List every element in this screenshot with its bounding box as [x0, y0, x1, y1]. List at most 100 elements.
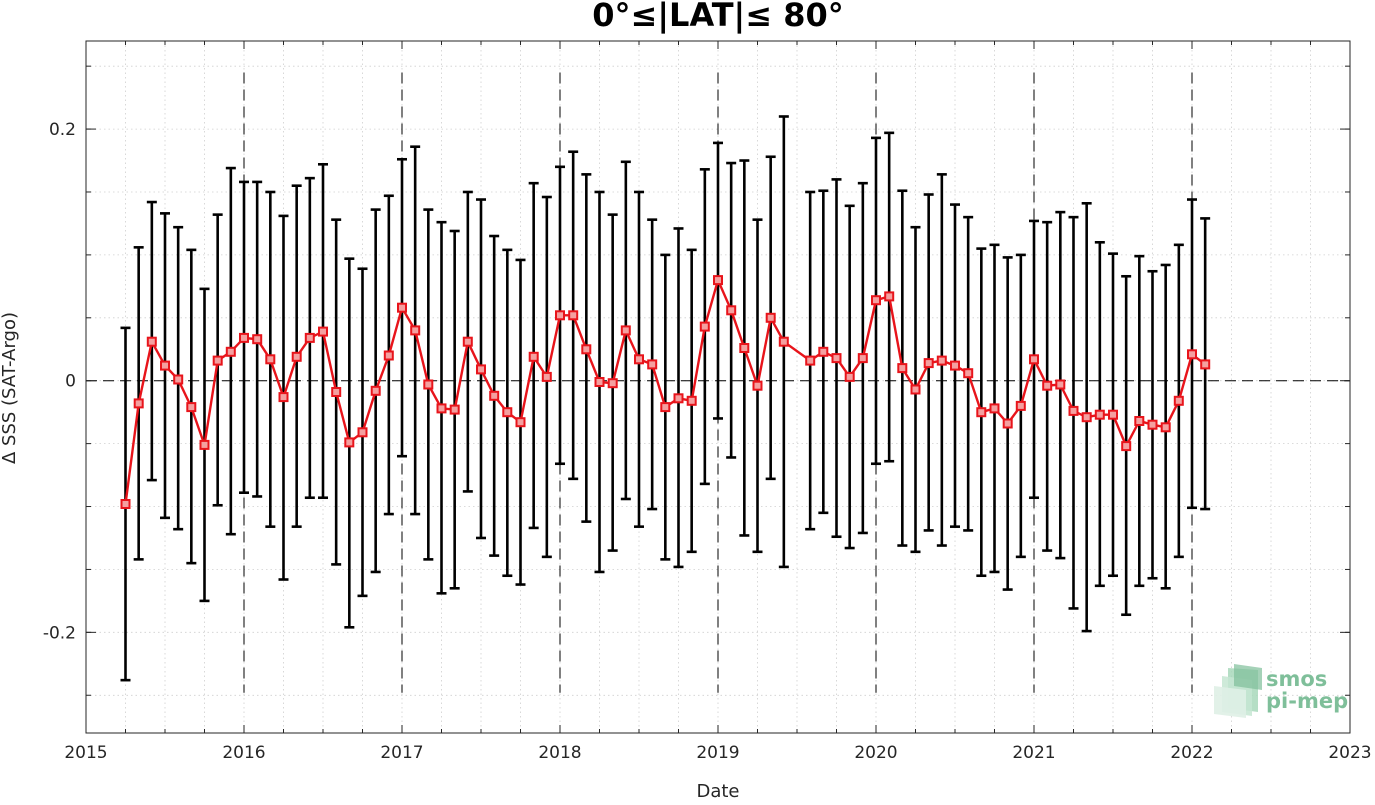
- data-point: [410, 325, 421, 336]
- y-axis-label: Δ SSS (SAT-Argo): [0, 312, 20, 464]
- data-point: [936, 355, 947, 366]
- data-point: [673, 393, 684, 404]
- x-tick-label: 2023: [1328, 743, 1371, 763]
- data-point: [1055, 379, 1066, 390]
- y-tick-label: 0: [65, 372, 76, 392]
- data-point: [555, 310, 565, 321]
- data-point: [1068, 405, 1079, 416]
- data-point: [699, 321, 710, 332]
- x-tick-label: 2018: [538, 743, 581, 763]
- x-tick-label: 2017: [380, 743, 423, 763]
- x-tick-label: 2016: [222, 743, 265, 763]
- data-point: [1015, 400, 1026, 411]
- data-point: [528, 351, 539, 362]
- data-point: [397, 302, 407, 313]
- data-point: [1081, 412, 1092, 423]
- series-path: [124, 278, 1206, 505]
- data-point: [344, 437, 355, 448]
- data-point: [976, 407, 987, 418]
- data-point: [1108, 409, 1118, 420]
- data-point: [1147, 419, 1158, 430]
- y-tick-label: -0.2: [43, 623, 76, 643]
- data-point: [726, 305, 737, 316]
- data-point: [923, 358, 934, 369]
- data-point: [423, 379, 434, 390]
- data-point: [844, 371, 855, 382]
- data-point: [199, 439, 210, 450]
- chart-title: 0°≤|LAT|≤ 80°: [592, 0, 843, 35]
- data-point: [252, 334, 263, 345]
- data-point: [186, 402, 197, 413]
- data-point: [1029, 354, 1039, 365]
- data-point: [436, 403, 447, 414]
- data-point: [1094, 409, 1105, 420]
- data-point: [449, 404, 460, 415]
- x-tick-label: 2020: [854, 743, 897, 763]
- data-point: [1002, 418, 1013, 429]
- x-tick-label: 2015: [64, 743, 107, 763]
- logo-text-line2: pi-mep: [1266, 689, 1348, 713]
- data-point: [476, 364, 486, 375]
- data-point: [607, 378, 618, 389]
- x-tick-label: 2022: [1170, 743, 1213, 763]
- axis-ticks: 2015 2016 2017 2018 2019 2020 2021 2022 2023 0.2 0…: [43, 41, 1372, 763]
- data-point: [173, 374, 184, 385]
- data-point: [1121, 441, 1132, 452]
- data-point: [831, 353, 842, 364]
- data-point: [778, 336, 789, 347]
- data-point: [752, 380, 763, 391]
- data-point: [120, 499, 131, 509]
- data-point: [1134, 416, 1145, 426]
- x-axis-label: Date: [696, 781, 739, 801]
- data-point: [581, 344, 592, 355]
- data-point: [884, 291, 895, 302]
- series-markers: [120, 275, 1211, 509]
- x-tick-label: 2019: [696, 743, 739, 763]
- data-point: [133, 398, 144, 409]
- data-point: [370, 385, 381, 396]
- data-point: [383, 350, 394, 361]
- data-point: [462, 336, 473, 347]
- logo-text-line1: smos: [1266, 667, 1327, 691]
- data-point: [146, 336, 157, 347]
- data-point: [1187, 349, 1197, 360]
- data-point: [647, 359, 658, 370]
- data-point: [910, 384, 921, 395]
- data-point: [1042, 380, 1053, 391]
- data-point: [357, 427, 368, 438]
- data-point: [278, 392, 289, 403]
- data-point: [265, 354, 276, 365]
- logo-mark-icon: [1214, 664, 1262, 718]
- data-point: [686, 395, 697, 406]
- data-point: [805, 355, 816, 366]
- data-point: [304, 332, 315, 343]
- data-point: [1173, 395, 1184, 406]
- data-point: [765, 312, 776, 323]
- data-point: [897, 363, 908, 374]
- y-tick-label: 0.2: [49, 120, 76, 140]
- data-point: [594, 377, 605, 387]
- data-point: [541, 371, 552, 382]
- series-line: [124, 278, 1206, 505]
- data-point: [225, 346, 236, 357]
- data-point: [713, 275, 723, 286]
- data-point: [634, 354, 644, 365]
- data-point: [239, 332, 249, 343]
- data-point: [502, 407, 513, 418]
- data-point: [818, 346, 829, 357]
- data-point: [739, 343, 750, 353]
- data-point: [871, 295, 881, 306]
- data-point: [515, 417, 526, 428]
- data-point: [331, 387, 342, 397]
- data-point: [660, 402, 671, 413]
- data-point: [620, 325, 631, 336]
- x-tick-label: 2021: [1012, 743, 1055, 763]
- data-point: [160, 360, 170, 371]
- data-point: [1200, 359, 1211, 370]
- data-point: [568, 310, 579, 321]
- data-point: [318, 326, 328, 337]
- smos-pi-mep-logo: smos pi-mep: [1214, 664, 1348, 718]
- data-point: [963, 368, 974, 379]
